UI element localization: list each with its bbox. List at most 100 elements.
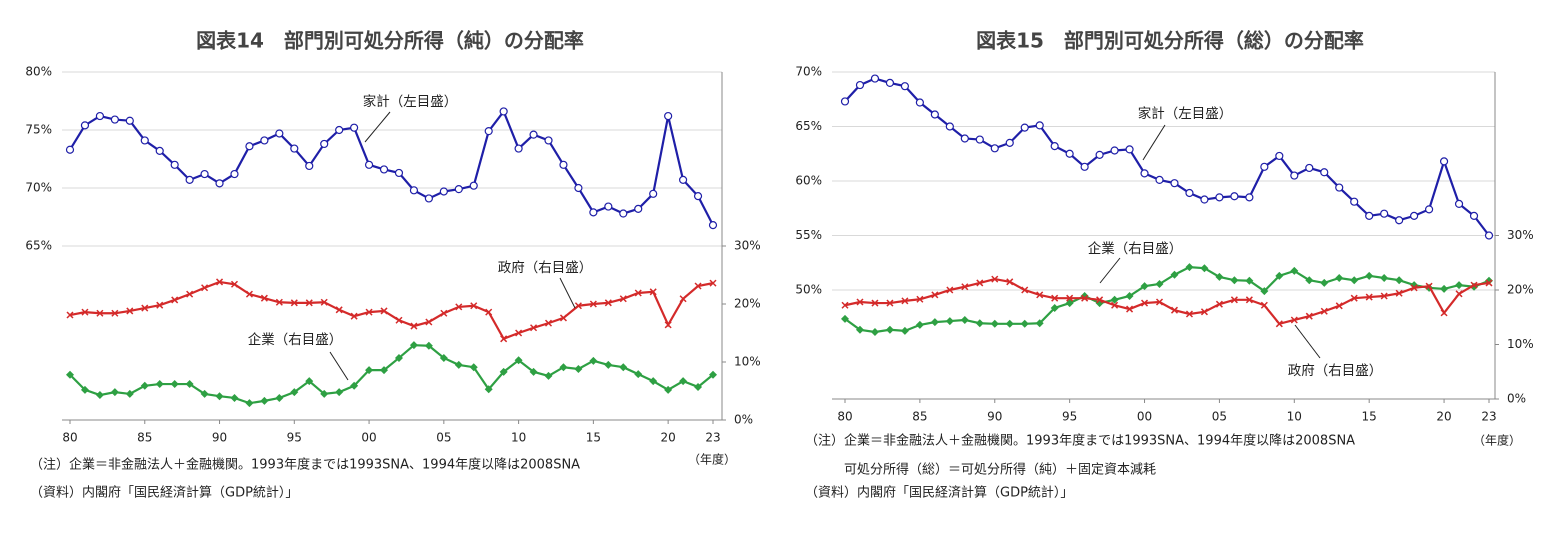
marker	[81, 308, 89, 316]
marker	[170, 380, 179, 389]
marker	[544, 319, 553, 327]
marker	[1395, 289, 1403, 297]
y2-tick-label: 20%	[1507, 283, 1534, 297]
marker	[1140, 169, 1149, 178]
marker	[66, 370, 74, 379]
marker	[1320, 168, 1329, 177]
marker	[649, 288, 657, 296]
marker	[1155, 175, 1164, 185]
marker	[1215, 272, 1224, 281]
y-tick-label: 65%	[25, 239, 52, 253]
marker	[1020, 123, 1029, 132]
marker	[960, 134, 969, 143]
x-tick-label: 23	[1481, 410, 1496, 424]
marker	[440, 309, 448, 317]
marker	[841, 314, 849, 323]
marker	[1365, 211, 1374, 220]
x-tick-label: 95	[1062, 410, 1077, 424]
marker	[215, 392, 224, 401]
marker	[1095, 150, 1104, 159]
x-tick-label: 80	[62, 431, 77, 445]
marker	[1455, 290, 1463, 298]
marker	[1380, 209, 1389, 218]
marker	[886, 299, 894, 307]
marker	[649, 189, 658, 198]
marker	[589, 208, 598, 217]
marker	[900, 326, 909, 335]
marker	[664, 111, 673, 121]
marker	[1305, 276, 1314, 285]
marker	[1260, 162, 1269, 171]
leader-line	[329, 351, 349, 381]
marker	[1005, 138, 1014, 147]
marker	[975, 135, 984, 144]
marker	[245, 290, 253, 298]
marker	[604, 202, 613, 211]
marker	[1245, 193, 1254, 202]
marker	[604, 360, 613, 369]
marker	[1424, 205, 1434, 214]
series-line	[844, 265, 1490, 334]
x-tick-label: 05	[436, 431, 451, 445]
marker	[619, 209, 628, 218]
x-tick-label: 90	[987, 410, 1002, 424]
marker	[1380, 292, 1388, 300]
marker	[1320, 278, 1329, 287]
marker	[470, 302, 478, 310]
marker	[1155, 298, 1164, 306]
marker	[945, 317, 954, 326]
marker	[1065, 149, 1074, 158]
marker	[1320, 307, 1328, 315]
marker	[1066, 294, 1074, 302]
marker	[80, 385, 89, 394]
marker	[1125, 291, 1134, 300]
marker	[1350, 276, 1359, 285]
marker	[1230, 276, 1239, 285]
marker	[514, 144, 523, 153]
y2-tick-label: 10%	[734, 355, 761, 369]
marker	[634, 289, 642, 297]
marker	[529, 367, 538, 376]
series-line	[844, 277, 1490, 326]
marker	[350, 381, 359, 390]
marker	[1335, 183, 1344, 192]
series-label: 企業（右目盛）	[1088, 240, 1183, 257]
x-tick-label: 20	[1436, 410, 1451, 424]
series-line	[844, 77, 1490, 237]
marker	[1111, 301, 1119, 309]
marker	[125, 116, 134, 125]
marker	[693, 192, 703, 201]
x-tick-label: 85	[137, 431, 152, 445]
marker	[201, 284, 209, 292]
marker	[709, 279, 717, 287]
marker	[1485, 279, 1493, 287]
marker	[380, 366, 389, 375]
marker	[694, 382, 703, 391]
series-line	[69, 280, 714, 341]
marker	[185, 175, 194, 184]
marker	[230, 393, 239, 402]
marker	[574, 364, 583, 373]
marker	[1410, 284, 1418, 292]
series-label: 家計（左目盛）	[363, 93, 458, 110]
note: 可処分所得（総）＝可処分所得（純）＋固定資本減耗	[805, 462, 1156, 478]
marker	[1170, 306, 1179, 314]
marker	[1365, 271, 1374, 280]
marker	[65, 145, 75, 154]
marker	[1200, 308, 1208, 316]
marker	[1170, 270, 1179, 279]
x-tick-label: 85	[912, 410, 927, 424]
marker	[709, 370, 717, 379]
marker	[500, 335, 508, 343]
marker	[1125, 145, 1134, 154]
marker	[840, 97, 850, 106]
marker	[1335, 274, 1344, 283]
marker	[424, 194, 433, 203]
marker	[975, 319, 984, 328]
marker	[335, 306, 343, 314]
y2-tick-label: 30%	[1507, 228, 1534, 242]
marker	[559, 314, 567, 322]
marker	[170, 160, 179, 169]
marker	[1470, 281, 1478, 289]
marker	[961, 283, 969, 291]
